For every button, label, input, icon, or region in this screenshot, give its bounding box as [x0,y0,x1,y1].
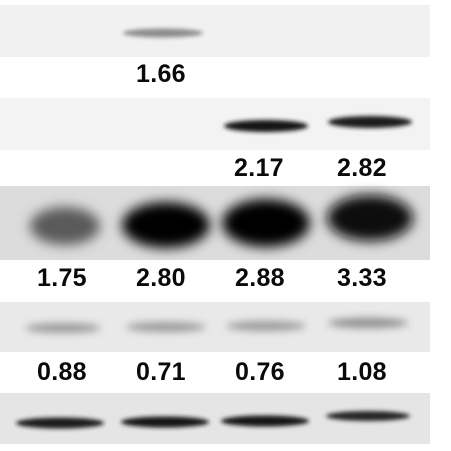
band-strip2-lane4 [328,116,412,128]
quant-row4-lane4: 1.08 [337,358,387,386]
band-strip3-lane2 [122,202,210,248]
quant-row3-lane1: 1.75 [37,264,87,292]
quant-row2-lane4: 2.82 [337,154,387,182]
blot-strip-3 [0,186,430,260]
band-strip3-lane4 [327,195,413,241]
quant-row1-lane2: 1.66 [136,60,186,88]
band-strip3-lane3 [222,199,310,247]
quant-row4-lane3: 0.76 [235,358,285,386]
blot-strip-1 [0,5,430,57]
band-strip4-lane4 [328,318,408,328]
quant-row3-lane3: 2.88 [235,264,285,292]
band-strip2-lane3 [224,120,308,132]
band-strip4-lane1 [25,323,101,333]
band-strip1-lane2 [123,28,203,38]
blot-strip-4 [0,302,430,352]
quant-row3-lane4: 3.33 [337,264,387,292]
band-strip5-lane2 [121,416,209,428]
quant-row2-lane3: 2.17 [234,154,284,182]
quant-row3-lane2: 2.80 [136,264,186,292]
blot-strip-2 [0,98,430,150]
blot-strip-5 [0,393,430,444]
band-strip4-lane3 [226,321,306,331]
quant-row4-lane1: 0.88 [37,358,87,386]
band-strip3-lane1 [30,207,100,245]
band-strip5-lane3 [221,415,309,427]
quant-row4-lane2: 0.71 [136,358,186,386]
band-strip5-lane1 [16,417,104,429]
band-strip4-lane2 [126,322,206,332]
band-strip5-lane4 [326,411,410,421]
